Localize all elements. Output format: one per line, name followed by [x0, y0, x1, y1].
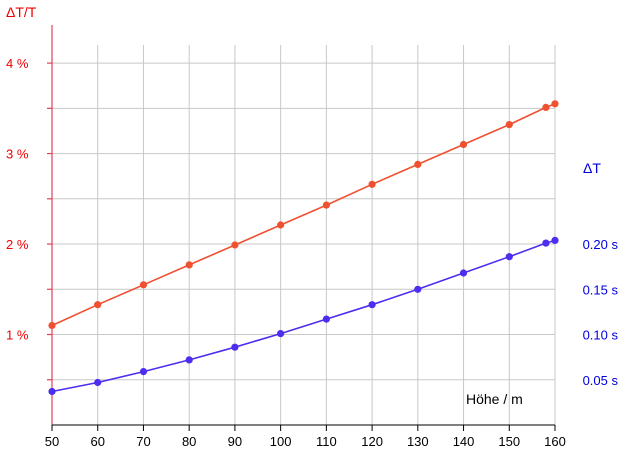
- series-1-point: [542, 103, 550, 111]
- series-1-point: [185, 261, 193, 269]
- axis-labels: ΔT/T ΔT Höhe / m: [6, 4, 601, 407]
- x-tick-label: 160: [544, 434, 566, 449]
- series-1-point: [368, 180, 376, 188]
- series-1-point: [459, 140, 468, 149]
- x-tick-label: 100: [270, 434, 292, 449]
- y-left-tick-label: 3 %: [6, 147, 29, 162]
- y-left-tick-label: 2 %: [6, 237, 29, 252]
- series-1-point: [277, 221, 285, 229]
- series-2-point: [94, 378, 102, 387]
- grid: [51, 45, 556, 425]
- x-tick-label: 50: [45, 434, 59, 449]
- series-line-1: [51, 103, 556, 327]
- series-2-point: [322, 315, 330, 323]
- x-tick-label: 80: [182, 434, 196, 449]
- series-1-point: [414, 160, 422, 168]
- y-left-tick-label: 1 %: [6, 328, 29, 343]
- x-tick-label: 110: [316, 434, 337, 449]
- x-tick-label: 130: [407, 434, 429, 449]
- series-1-point: [322, 201, 330, 209]
- series-1-point: [139, 281, 148, 289]
- series-2-point: [459, 269, 468, 277]
- series-2-point: [368, 301, 376, 309]
- series-layer: [48, 100, 559, 396]
- y-right-tick-label: 0.10 s: [583, 328, 619, 343]
- series-2-point: [185, 356, 193, 364]
- x-tick-label: 150: [498, 434, 520, 449]
- y-right-tick-label: 0.05 s: [583, 373, 619, 388]
- series-2-point: [231, 343, 239, 351]
- series-2-point: [414, 285, 422, 293]
- y-left-title: ΔT/T: [6, 4, 37, 20]
- series-2-point: [277, 330, 285, 338]
- series-line-2: [51, 239, 556, 393]
- x-axis-title: Höhe / m: [466, 391, 523, 407]
- x-tick-label: 60: [90, 434, 104, 449]
- series-1-point: [505, 121, 513, 129]
- x-tick-label: 90: [228, 434, 242, 449]
- series-2-point: [551, 236, 559, 244]
- series-1-point: [48, 321, 56, 330]
- y-right-tick-label: 0.20 s: [583, 237, 619, 252]
- series-1-point: [94, 301, 102, 309]
- y-right-title: ΔT: [583, 160, 601, 176]
- y-right-tick-label: 0.15 s: [583, 282, 619, 297]
- series-1-point: [551, 100, 559, 108]
- axes: 1 % 2 % 3 % 4 % 50 60 70 80 90 100 110 120 130 140 150…: [6, 25, 618, 449]
- series-2-point: [48, 387, 56, 396]
- x-tick-label: 120: [361, 434, 383, 449]
- x-tick-label: 140: [453, 434, 475, 449]
- series-1-point: [231, 241, 239, 249]
- series-2-point: [542, 239, 550, 247]
- series-2-point: [505, 253, 513, 261]
- y-left-tick-label: 4 %: [6, 56, 29, 71]
- series-2-point: [139, 368, 148, 376]
- x-tick-label: 70: [136, 434, 150, 449]
